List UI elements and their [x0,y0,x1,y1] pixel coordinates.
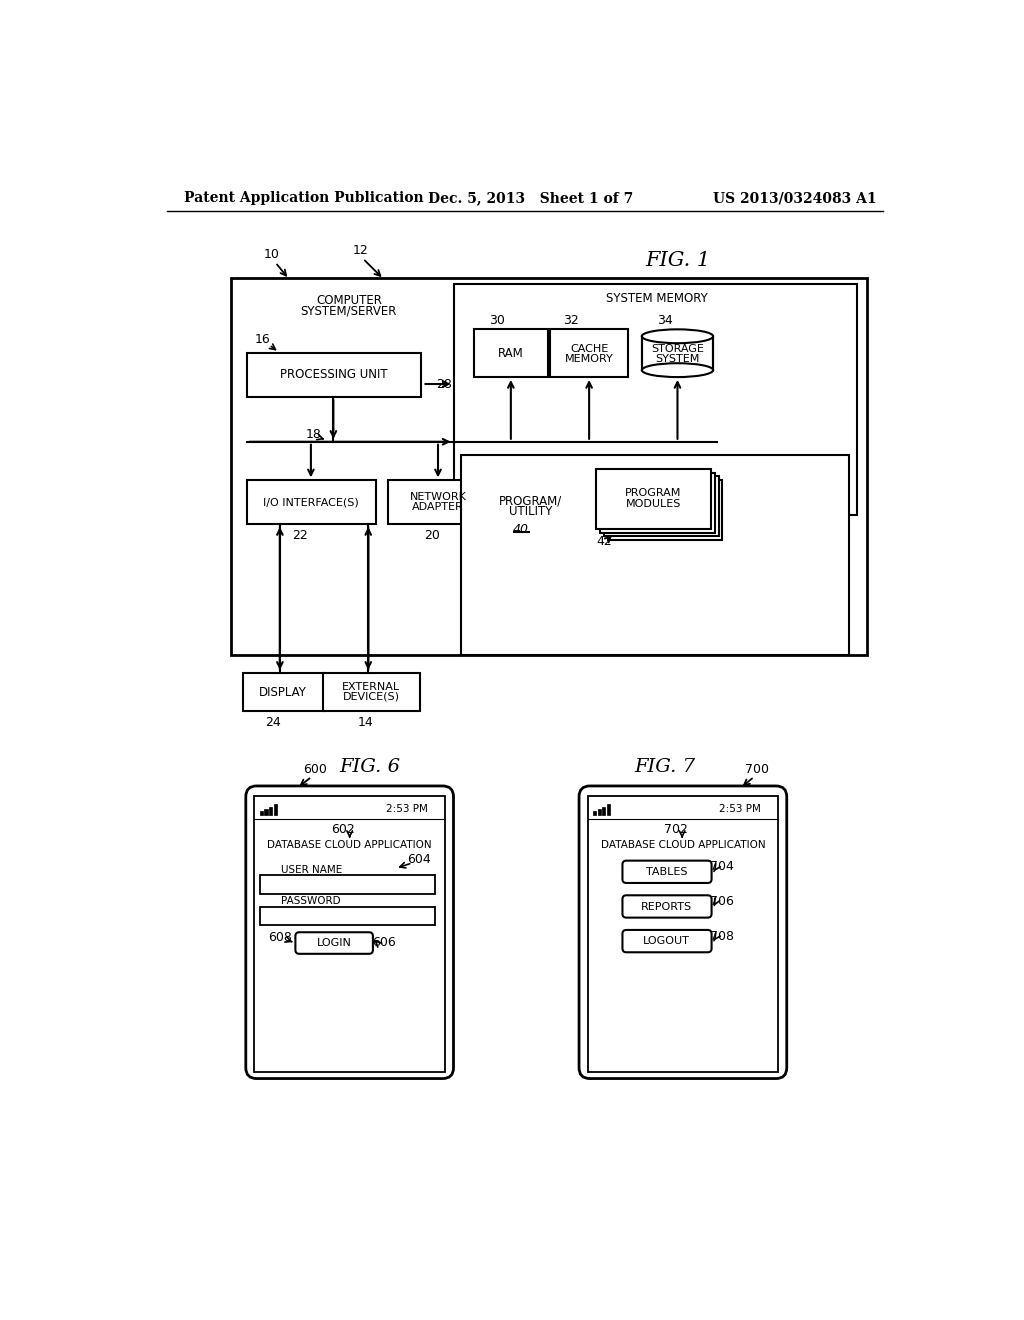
Bar [454,284,856,515]
Bar [593,812,596,816]
Text: USER NAME: USER NAME [281,865,342,875]
Text: 18: 18 [306,428,322,441]
Text: LOGIN: LOGIN [316,939,351,948]
Text: PROCESSING UNIT: PROCESSING UNIT [280,368,387,381]
Text: LOGOUT: LOGOUT [643,936,690,946]
Bar [269,807,272,816]
Bar [474,330,548,378]
Text: 16: 16 [254,333,270,346]
Text: DISPLAY: DISPLAY [259,685,307,698]
Bar [243,673,324,711]
Bar [598,809,601,816]
Text: UTILITY: UTILITY [509,506,553,519]
Text: FIG. 1: FIG. 1 [646,251,711,271]
Text: 2:53 PM: 2:53 PM [719,804,761,814]
Text: CACHE: CACHE [570,343,608,354]
Text: RAM: RAM [498,347,523,360]
Text: 708: 708 [710,929,733,942]
Text: FIG. 6: FIG. 6 [339,758,400,776]
Bar [247,354,421,397]
Text: 10: 10 [263,248,280,261]
FancyBboxPatch shape [623,861,712,883]
Text: TABLES: TABLES [646,867,687,878]
Text: 20: 20 [424,529,439,543]
Text: 600: 600 [303,763,327,776]
Text: COMPUTER: COMPUTER [316,294,382,308]
Text: 14: 14 [357,715,373,729]
Text: 28: 28 [436,379,453,391]
Text: MODULES: MODULES [626,499,681,510]
Text: 42: 42 [596,536,611,548]
Text: Patent Application Publication: Patent Application Publication [183,191,424,206]
Text: 24: 24 [265,715,281,729]
Bar [260,812,263,816]
Ellipse shape [642,330,713,343]
Text: STORAGE: STORAGE [651,343,703,354]
Bar [388,480,488,524]
Text: DATABASE CLOUD APPLICATION: DATABASE CLOUD APPLICATION [267,841,432,850]
Bar [260,875,435,894]
Ellipse shape [642,363,713,378]
FancyBboxPatch shape [246,785,454,1078]
Bar [607,480,722,540]
Bar [231,277,866,655]
Text: I/O INTERFACE(S): I/O INTERFACE(S) [263,498,358,508]
FancyBboxPatch shape [623,929,712,952]
Text: PROGRAM: PROGRAM [626,488,682,499]
Bar [604,477,719,536]
Text: 30: 30 [489,314,505,326]
Text: 40: 40 [513,523,529,536]
Bar [596,469,711,529]
Text: 700: 700 [745,763,769,776]
Text: 602: 602 [332,824,355,837]
Text: Dec. 5, 2013   Sheet 1 of 7: Dec. 5, 2013 Sheet 1 of 7 [428,191,633,206]
Text: 12: 12 [352,244,369,257]
Bar [264,809,267,816]
Text: ADAPTER: ADAPTER [412,502,464,512]
Text: FIG. 7: FIG. 7 [635,758,695,776]
Bar [461,455,849,655]
Text: SYSTEM MEMORY: SYSTEM MEMORY [606,292,709,305]
Text: 702: 702 [664,824,688,837]
Bar [607,804,610,816]
Bar [550,330,628,378]
Text: 32: 32 [562,314,579,326]
Text: PROGRAM/: PROGRAM/ [500,495,562,508]
Text: SYSTEM/SERVER: SYSTEM/SERVER [301,305,397,317]
Text: DEVICE(S): DEVICE(S) [343,692,399,702]
Bar [260,907,435,925]
Text: REPORTS: REPORTS [641,902,692,912]
Text: 604: 604 [407,853,430,866]
Text: 22: 22 [292,529,308,543]
Text: EXTERNAL: EXTERNAL [342,681,400,692]
Bar [273,804,276,816]
Bar [324,673,420,711]
Text: US 2013/0324083 A1: US 2013/0324083 A1 [713,191,877,206]
Bar [600,473,715,533]
Bar [588,796,778,1072]
Text: 606: 606 [372,936,395,949]
FancyBboxPatch shape [623,895,712,917]
Text: NETWORK: NETWORK [410,492,467,502]
Text: MEMORY: MEMORY [565,354,613,363]
Text: 34: 34 [657,314,673,326]
Text: SYSTEM: SYSTEM [655,354,699,363]
Bar [254,796,445,1072]
Text: 706: 706 [710,895,733,908]
Text: 2:53 PM: 2:53 PM [386,804,428,814]
Bar [602,807,605,816]
Text: DATABASE CLOUD APPLICATION: DATABASE CLOUD APPLICATION [601,841,765,850]
Text: 704: 704 [710,861,733,874]
Bar [642,337,713,370]
Text: PASSWORD: PASSWORD [281,896,340,907]
Bar [247,480,376,524]
FancyBboxPatch shape [295,932,373,954]
Text: 608: 608 [268,931,292,944]
FancyBboxPatch shape [579,785,786,1078]
